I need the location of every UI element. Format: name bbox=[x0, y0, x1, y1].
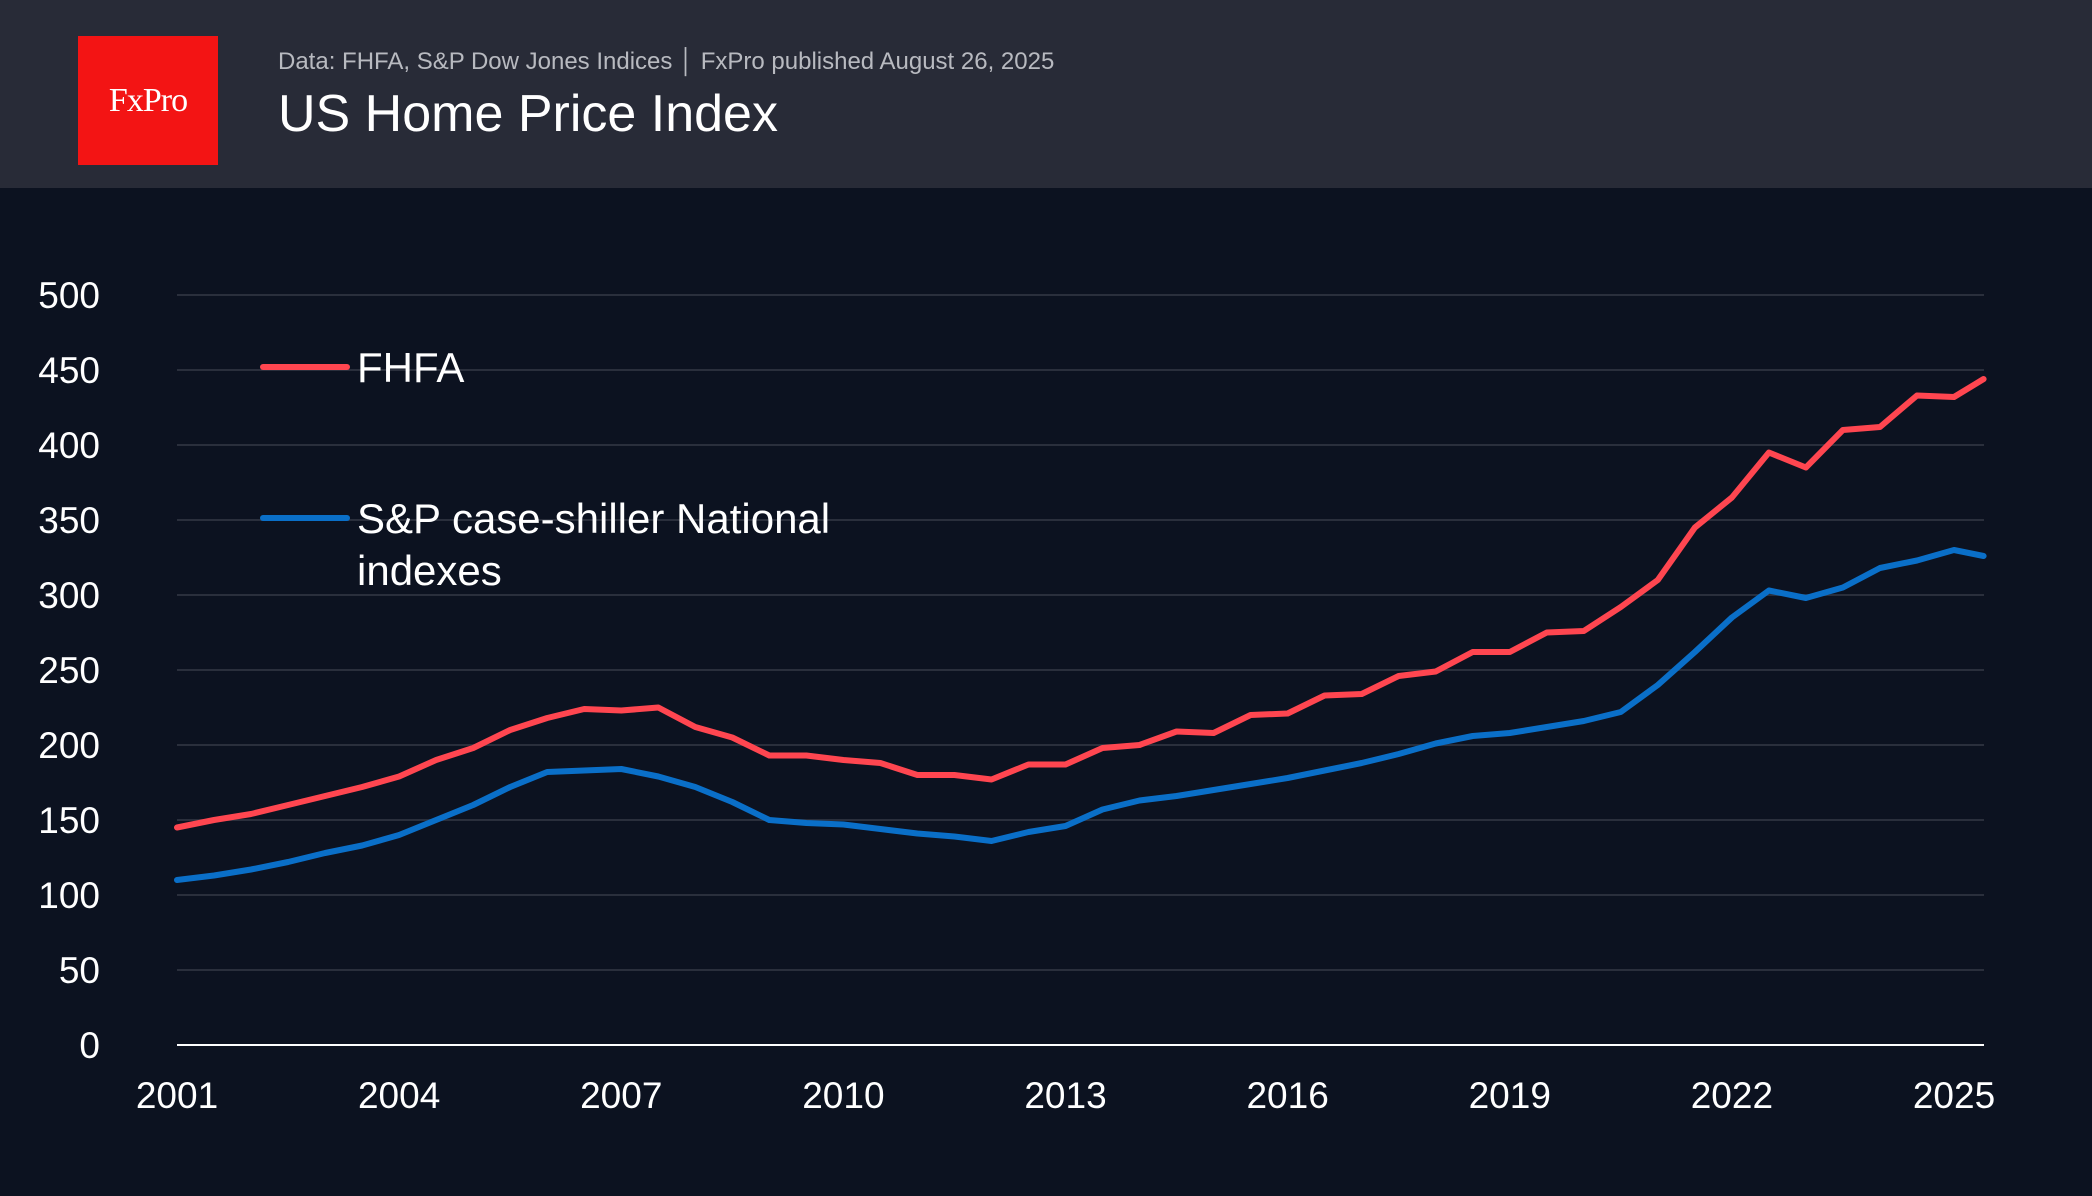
y-tick-label: 500 bbox=[38, 275, 100, 316]
x-tick-label: 2013 bbox=[1024, 1075, 1106, 1116]
y-tick-label: 450 bbox=[38, 350, 100, 391]
chart-title: US Home Price Index bbox=[278, 85, 778, 143]
x-tick-label: 2019 bbox=[1469, 1075, 1551, 1116]
y-tick-label: 350 bbox=[38, 500, 100, 541]
chart-subtitle: Data: FHFA, S&P Dow Jones Indices │ FxPr… bbox=[278, 48, 1055, 75]
y-tick-label: 250 bbox=[38, 650, 100, 691]
header: FxPro Data: FHFA, S&P Dow Jones Indices … bbox=[0, 0, 2092, 188]
y-tick-label: 100 bbox=[38, 875, 100, 916]
x-tick-label: 2022 bbox=[1691, 1075, 1773, 1116]
legend-label: FHFA bbox=[357, 344, 464, 391]
logo-text: FxPro bbox=[108, 81, 188, 119]
x-tick-label: 2004 bbox=[358, 1075, 440, 1116]
x-tick-label: 2007 bbox=[580, 1075, 662, 1116]
x-tick-label: 2010 bbox=[802, 1075, 884, 1116]
y-tick-label: 50 bbox=[59, 950, 100, 991]
legend-label: S&P case-shiller National bbox=[357, 495, 830, 542]
x-tick-label: 2025 bbox=[1913, 1075, 1995, 1116]
series-line-fhfa bbox=[174, 376, 1987, 831]
y-tick-label: 300 bbox=[38, 575, 100, 616]
y-tick-label: 400 bbox=[38, 425, 100, 466]
y-tick-label: 200 bbox=[38, 725, 100, 766]
legend-label: indexes bbox=[357, 547, 502, 594]
y-tick-label: 0 bbox=[79, 1025, 100, 1066]
y-tick-label: 150 bbox=[38, 800, 100, 841]
series-line-sp-case-shiller bbox=[174, 547, 1987, 883]
x-tick-label: 2001 bbox=[136, 1075, 218, 1116]
x-tick-label: 2016 bbox=[1246, 1075, 1328, 1116]
fxpro-logo: FxPro bbox=[78, 36, 218, 165]
